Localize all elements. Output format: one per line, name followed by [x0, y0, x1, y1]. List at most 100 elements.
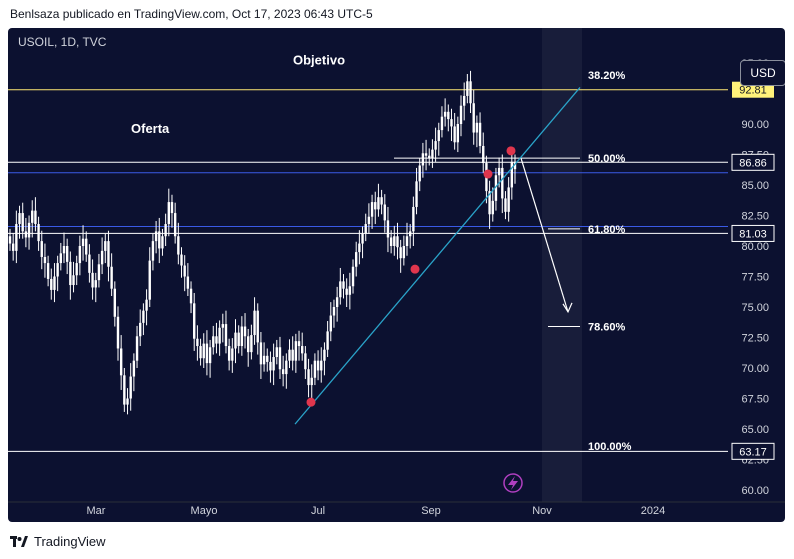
candle-body — [167, 202, 171, 225]
candle — [396, 222, 399, 260]
candle-body — [208, 347, 212, 364]
candle-body — [142, 310, 145, 323]
fib-label-3: 78.60% — [588, 322, 626, 334]
candle-body — [15, 224, 18, 251]
candle-body — [183, 265, 186, 277]
candle — [415, 167, 418, 215]
candle-body — [453, 126, 456, 143]
candle-body — [46, 263, 50, 279]
candle — [412, 196, 415, 246]
candle — [332, 299, 336, 328]
candle-body — [116, 316, 120, 349]
candle — [348, 272, 352, 310]
candle — [119, 335, 123, 390]
candle-body — [386, 220, 390, 238]
candle — [167, 188, 171, 237]
candle-body — [339, 281, 342, 298]
candle — [326, 321, 329, 358]
candle — [469, 70, 472, 114]
candle-body — [272, 357, 275, 371]
candle — [15, 210, 18, 264]
candle-body — [110, 266, 113, 289]
candle — [24, 217, 28, 248]
attribution: Benlsaza publicado en TradingView.com, O… — [10, 7, 373, 21]
candle-body — [59, 253, 63, 264]
y-tick-label: 70.00 — [741, 363, 769, 375]
candle — [215, 322, 218, 354]
candle-body — [434, 141, 437, 150]
candle-body — [65, 246, 69, 262]
candle — [507, 177, 510, 222]
candle-body — [421, 153, 425, 166]
candle — [256, 303, 259, 355]
candle — [31, 200, 34, 238]
candle — [247, 328, 250, 367]
candle — [358, 230, 361, 265]
candle — [243, 313, 247, 349]
candle-body — [129, 376, 132, 399]
candle-body — [256, 310, 259, 343]
candle-body — [69, 261, 72, 286]
candle-body — [132, 360, 136, 377]
fib-label-0: 38.20% — [588, 70, 626, 82]
candle — [288, 339, 291, 368]
candle-body — [81, 238, 85, 246]
y-tick-label: 72.50 — [741, 333, 769, 345]
candle-body — [482, 145, 485, 164]
candle — [462, 82, 466, 121]
candle — [34, 197, 37, 232]
projection-zone — [542, 28, 582, 502]
candle-body — [247, 336, 250, 353]
candle-body — [24, 231, 28, 238]
candle-body — [456, 124, 460, 143]
candle — [393, 225, 396, 256]
candle — [383, 194, 386, 233]
candle-body — [399, 247, 402, 259]
price-chart[interactable]: 38.20% 50.00% 61.80% 78.60% 100.00% Objetivo O… — [8, 28, 785, 522]
candle — [459, 95, 463, 137]
candle — [183, 255, 186, 292]
candle-body — [154, 231, 158, 242]
x-tick-label: Nov — [532, 505, 552, 517]
candle — [91, 259, 94, 300]
candle — [272, 343, 275, 386]
candle-body — [40, 241, 43, 257]
fib-label-1: 50.00% — [588, 153, 626, 165]
candle — [297, 330, 301, 361]
candle — [205, 330, 209, 376]
candle-body — [367, 216, 371, 225]
candle-body — [348, 286, 352, 295]
candle-body — [297, 341, 301, 347]
candle — [132, 353, 136, 392]
currency-button[interactable]: USD — [740, 60, 785, 86]
candle — [345, 278, 348, 307]
candle — [170, 194, 174, 228]
footer: TradingView — [10, 534, 106, 549]
candle-body — [262, 355, 266, 365]
annotation-objetivo: Objetivo — [293, 53, 345, 68]
candle — [402, 235, 406, 266]
candle — [443, 98, 447, 127]
candle-body — [510, 161, 514, 188]
chart-panel[interactable]: 38.20% 50.00% 61.80% 78.60% 100.00% Objetivo O… — [8, 28, 785, 522]
price-label-text: 86.86 — [739, 157, 767, 169]
candle-body — [288, 349, 291, 361]
candle-body — [269, 361, 272, 371]
pivot-marker-0 — [306, 397, 316, 407]
candle — [59, 242, 63, 271]
candle-body — [345, 288, 348, 295]
x-tick-label: Mar — [87, 505, 106, 517]
candle-body — [494, 175, 498, 201]
candle-body — [27, 222, 31, 238]
candle — [440, 106, 444, 138]
candle-body — [113, 288, 117, 317]
candle — [335, 286, 339, 322]
candle — [142, 303, 145, 336]
y-tick-label: 80.00 — [741, 241, 769, 253]
candle-body — [415, 181, 418, 207]
candle — [304, 346, 307, 379]
candle — [224, 310, 228, 354]
candle-body — [78, 246, 82, 264]
pivot-marker-2 — [483, 169, 493, 179]
candle-body — [119, 348, 123, 376]
